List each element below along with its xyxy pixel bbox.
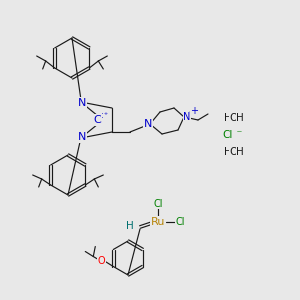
- Text: H: H: [236, 113, 244, 123]
- Text: H: H: [224, 113, 232, 123]
- Text: H: H: [236, 147, 244, 157]
- Text: Cl: Cl: [153, 199, 163, 209]
- Text: O: O: [98, 256, 105, 266]
- Text: N: N: [183, 112, 191, 122]
- Text: H: H: [224, 147, 232, 157]
- Text: C: C: [93, 115, 101, 125]
- Text: N: N: [78, 98, 86, 108]
- Text: H: H: [126, 221, 134, 231]
- Text: :⁺: :⁺: [101, 110, 109, 119]
- Text: Ru: Ru: [151, 217, 165, 227]
- Text: O: O: [230, 147, 238, 157]
- Text: O: O: [230, 113, 238, 123]
- Text: +: +: [190, 106, 198, 116]
- Text: Cl: Cl: [175, 217, 185, 227]
- Text: Cl: Cl: [223, 130, 233, 140]
- Text: ⁻: ⁻: [233, 129, 243, 139]
- Text: N: N: [78, 132, 86, 142]
- Text: N: N: [144, 119, 152, 129]
